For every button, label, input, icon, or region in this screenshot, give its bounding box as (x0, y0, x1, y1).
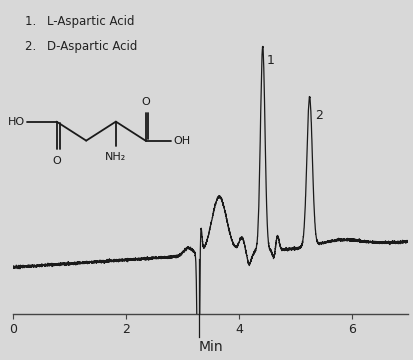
Text: 2: 2 (314, 109, 322, 122)
Text: D-Aspartic Acid: D-Aspartic Acid (47, 40, 137, 53)
Text: 2.: 2. (25, 40, 40, 53)
X-axis label: Min: Min (198, 341, 223, 355)
Text: 1.: 1. (25, 15, 40, 28)
Text: L-Aspartic Acid: L-Aspartic Acid (47, 15, 134, 28)
Text: 1: 1 (266, 54, 274, 67)
